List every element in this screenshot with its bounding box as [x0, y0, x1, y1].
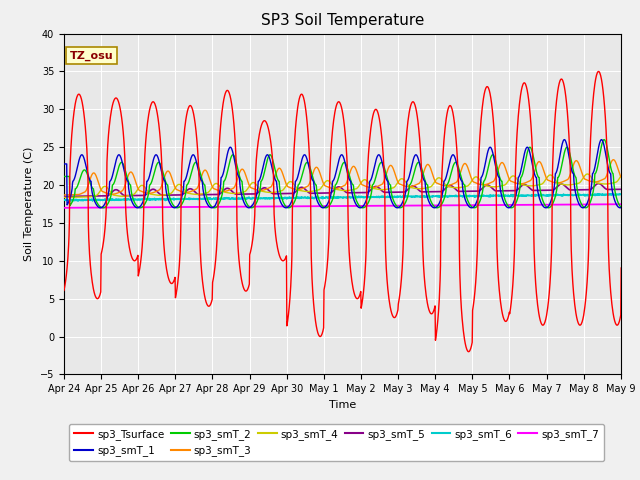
sp3_smT_4	[588, 176, 596, 181]
sp3_smT_6	[637, 191, 640, 196]
Line: sp3_Tsurface: sp3_Tsurface	[64, 72, 640, 352]
sp3_smT_3	[60, 192, 68, 198]
sp3_smT_5	[60, 193, 68, 199]
sp3_smT_5	[346, 190, 353, 196]
sp3_smT_1	[589, 171, 596, 177]
sp3_smT_5	[632, 180, 640, 186]
sp3_smT_7	[501, 202, 509, 208]
sp3_smT_4	[153, 192, 161, 198]
sp3_smT_5	[153, 189, 161, 194]
Line: sp3_smT_5: sp3_smT_5	[64, 183, 640, 196]
sp3_smT_5	[588, 185, 596, 191]
Legend: sp3_Tsurface, sp3_smT_1, sp3_smT_2, sp3_smT_3, sp3_smT_4, sp3_smT_5, sp3_smT_6, : sp3_Tsurface, sp3_smT_1, sp3_smT_2, sp3_…	[69, 424, 604, 461]
sp3_Tsurface	[346, 255, 353, 261]
sp3_smT_5	[501, 188, 509, 194]
sp3_Tsurface	[335, 99, 342, 105]
sp3_smT_4	[621, 170, 628, 176]
Text: TZ_osu: TZ_osu	[70, 51, 113, 61]
sp3_smT_6	[335, 194, 342, 200]
sp3_smT_6	[346, 194, 354, 200]
sp3_Tsurface	[153, 108, 161, 114]
sp3_smT_4	[501, 182, 509, 188]
sp3_Tsurface	[465, 349, 472, 355]
sp3_smT_1	[335, 158, 342, 164]
sp3_smT_6	[589, 192, 596, 198]
sp3_smT_1	[60, 161, 68, 167]
Line: sp3_smT_7: sp3_smT_7	[64, 204, 640, 208]
sp3_smT_2	[589, 192, 596, 197]
sp3_smT_1	[154, 153, 161, 159]
Line: sp3_smT_2: sp3_smT_2	[64, 140, 640, 208]
sp3_smT_5	[335, 184, 342, 190]
sp3_smT_3	[588, 179, 596, 185]
sp3_Tsurface	[595, 69, 602, 74]
sp3_Tsurface	[502, 318, 509, 324]
sp3_smT_3	[346, 171, 353, 177]
Y-axis label: Soil Temperature (C): Soil Temperature (C)	[24, 147, 35, 261]
Title: SP3 Soil Temperature: SP3 Soil Temperature	[260, 13, 424, 28]
sp3_smT_6	[60, 197, 68, 203]
sp3_smT_7	[346, 203, 353, 209]
X-axis label: Time: Time	[329, 400, 356, 409]
sp3_smT_4	[335, 187, 342, 192]
sp3_smT_7	[588, 202, 596, 207]
Line: sp3_smT_4: sp3_smT_4	[64, 173, 640, 198]
sp3_smT_6	[154, 196, 161, 202]
sp3_smT_6	[502, 192, 509, 198]
sp3_smT_1	[346, 178, 354, 183]
sp3_smT_7	[60, 205, 68, 211]
Line: sp3_smT_6: sp3_smT_6	[64, 193, 640, 201]
sp3_smT_2	[501, 197, 509, 203]
sp3_smT_7	[153, 204, 161, 210]
sp3_smT_3	[153, 188, 161, 194]
sp3_smT_1	[502, 203, 509, 208]
sp3_Tsurface	[60, 288, 68, 293]
sp3_smT_2	[600, 137, 608, 143]
sp3_smT_4	[346, 187, 353, 193]
sp3_smT_1	[97, 205, 104, 211]
sp3_smT_3	[335, 185, 342, 191]
sp3_smT_7	[335, 203, 342, 209]
sp3_smT_2	[346, 173, 353, 179]
sp3_smT_1	[598, 137, 605, 143]
sp3_smT_2	[153, 161, 161, 167]
sp3_Tsurface	[589, 103, 596, 109]
Line: sp3_smT_3: sp3_smT_3	[64, 159, 640, 195]
Line: sp3_smT_1: sp3_smT_1	[64, 140, 640, 208]
sp3_smT_3	[501, 164, 509, 170]
sp3_smT_6	[89, 198, 97, 204]
sp3_smT_2	[60, 174, 68, 180]
sp3_smT_2	[545, 205, 552, 211]
sp3_smT_2	[335, 176, 342, 181]
sp3_smT_4	[60, 195, 68, 201]
